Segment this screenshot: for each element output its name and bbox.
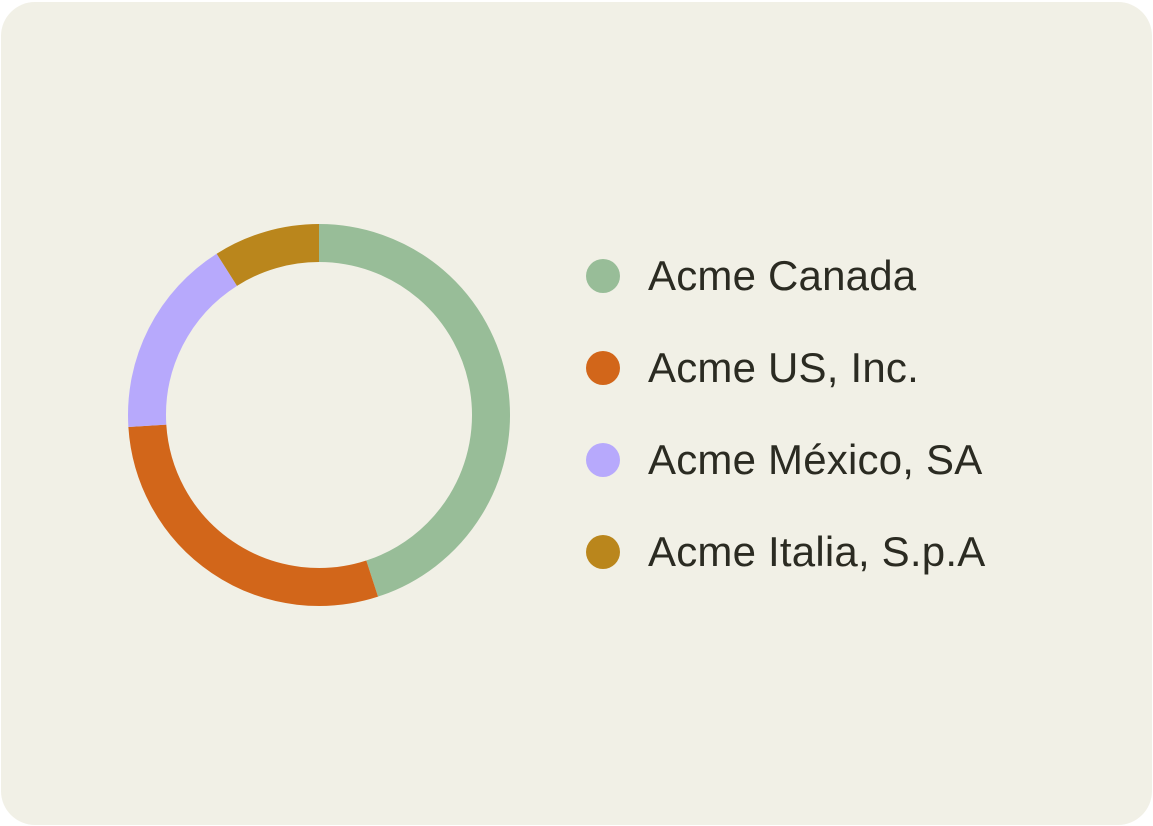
legend-swatch-acme-italia [586, 535, 620, 569]
legend-item-acme-us: Acme US, Inc. [586, 337, 985, 399]
donut-slice-acme-us [128, 424, 379, 606]
legend-label-acme-italia: Acme Italia, S.p.A [648, 528, 986, 575]
legend-label-acme-mexico: Acme México, SA [648, 436, 983, 483]
legend-item-acme-italia: Acme Italia, S.p.A [586, 521, 985, 583]
legend-swatch-acme-mexico [586, 443, 620, 477]
donut-slice-acme-canada [318, 224, 510, 597]
legend-label-acme-canada: Acme Canada [648, 252, 917, 299]
donut-slice-acme-italia [216, 224, 320, 287]
chart-legend: Acme Canada Acme US, Inc. Acme México, S… [586, 245, 985, 613]
legend-item-acme-canada: Acme Canada [586, 245, 985, 307]
legend-label-acme-us: Acme US, Inc. [648, 344, 920, 391]
legend-item-acme-mexico: Acme México, SA [586, 429, 985, 491]
legend-swatch-acme-us [586, 351, 620, 385]
legend-swatch-acme-canada [586, 259, 620, 293]
donut-slice-acme-mexico [128, 253, 238, 427]
